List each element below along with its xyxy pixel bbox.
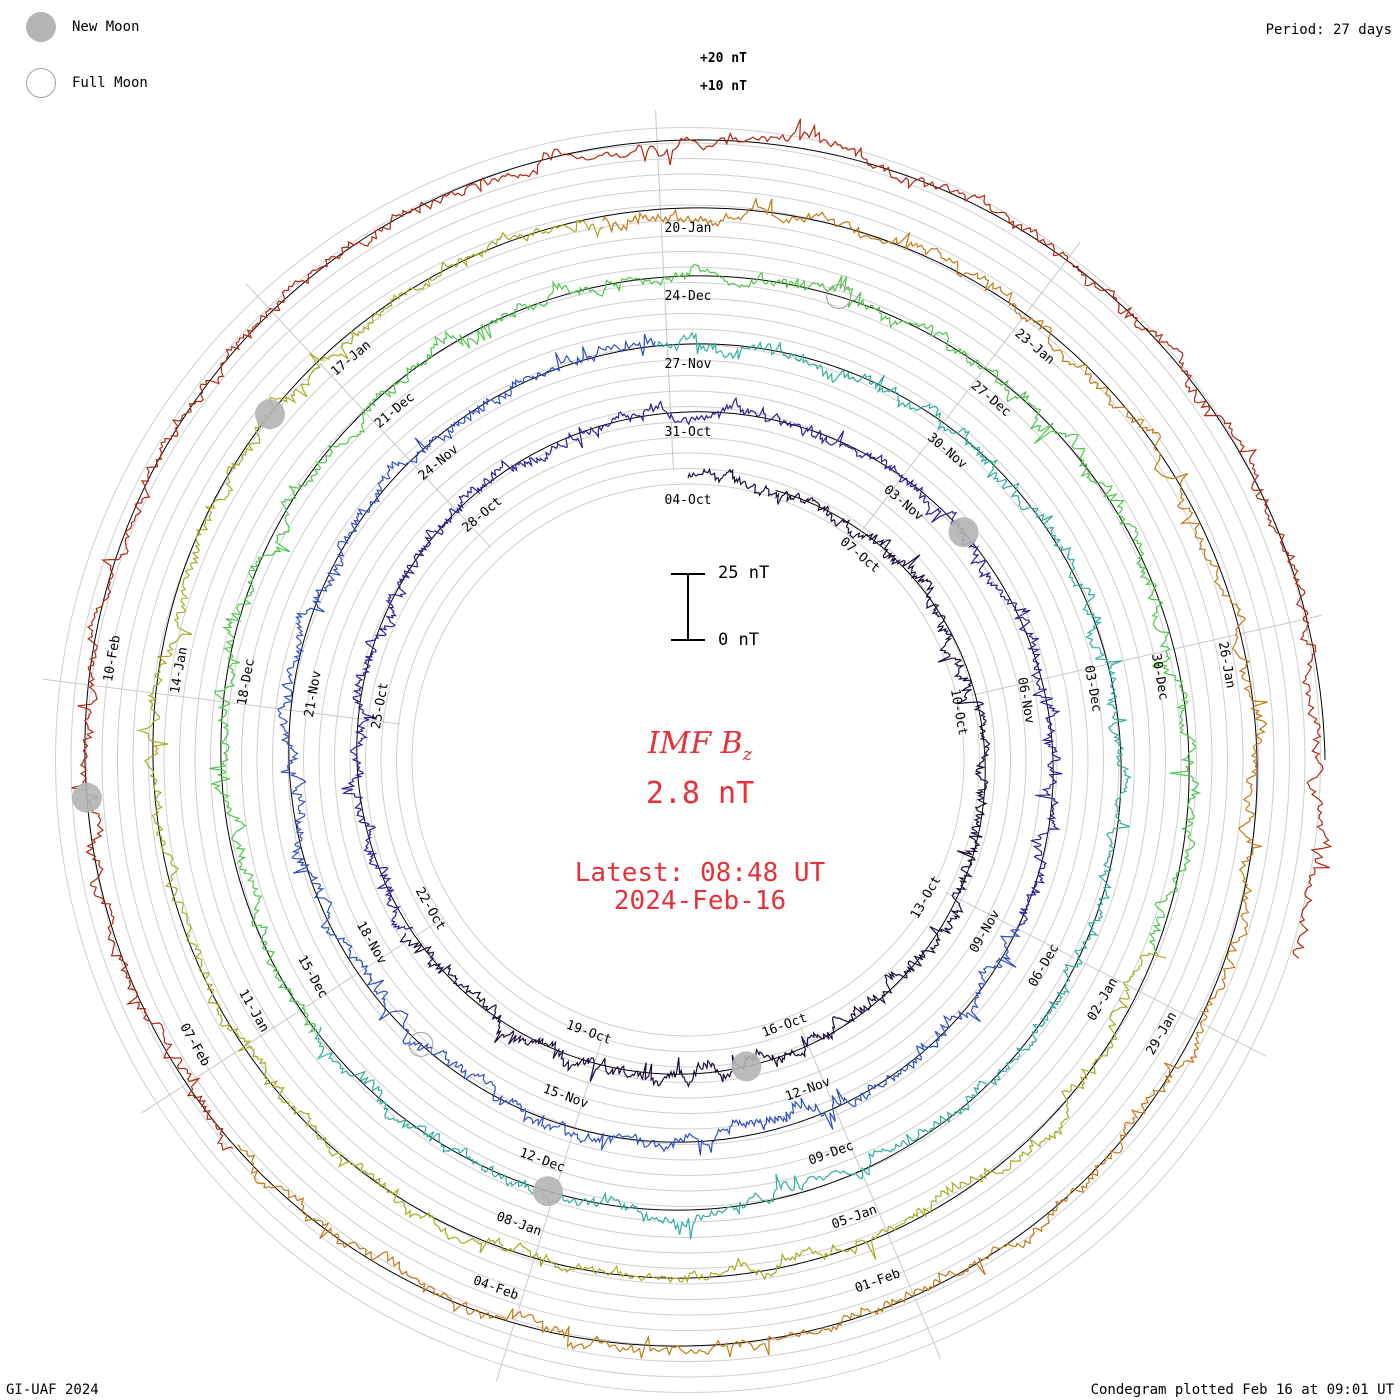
scale-bar	[671, 573, 705, 641]
date-tick-label: 24-Dec	[665, 289, 712, 304]
bz-trace-segment	[237, 196, 1268, 1359]
bz-trace-segment	[71, 118, 1333, 1151]
chart-title: IMF Bz	[0, 726, 1400, 765]
bz-trace-segment	[341, 396, 1063, 930]
day-spoke	[141, 916, 445, 1114]
day-spoke	[496, 1036, 604, 1382]
date-tick-label: 12-Nov	[783, 1074, 832, 1104]
legend-full-moon: Full Moon	[26, 68, 148, 98]
current-value: 2.8 nT	[645, 776, 755, 811]
date-tick-label: 09-Dec	[807, 1138, 856, 1168]
date-tick-label: 07-Oct	[837, 535, 883, 577]
legend-new-moon-label: New Moon	[72, 19, 140, 35]
legend-new-moon: New Moon	[26, 12, 139, 42]
new-moon-icon	[71, 782, 102, 813]
date-tick-label: 28-Oct	[460, 494, 506, 536]
grid-ring	[396, 468, 980, 1052]
legend-full-moon-label: Full Moon	[72, 75, 148, 91]
date-tick-label: 04-Feb	[471, 1273, 520, 1303]
outer-ring-label: +20 nT	[700, 51, 747, 66]
plotted-label: Condegram plotted Feb 16 at 09:01 UT	[1090, 1382, 1394, 1398]
date-tick-label: 11-Jan	[235, 987, 271, 1035]
date-tick-label: 15-Dec	[294, 953, 330, 1001]
grid-ring	[210, 282, 1166, 1238]
grid-ring	[241, 313, 1135, 1207]
scale-top-label: 25 nT	[718, 563, 770, 583]
day-spoke	[655, 110, 675, 471]
bz-trace-segment	[399, 467, 991, 1088]
grid-ring	[163, 235, 1213, 1285]
chart-title-sub: z	[742, 744, 753, 765]
bz-trace-segment	[209, 263, 1202, 1034]
day-spoke	[245, 283, 492, 548]
grid-ring	[70, 142, 1306, 1378]
date-tick-label: 26-Jan	[1215, 641, 1238, 690]
new-moon-icon	[948, 517, 979, 548]
grid-ring	[86, 158, 1290, 1362]
grid-ring	[303, 375, 1073, 1145]
moon-markers	[71, 284, 979, 1207]
grid-ring	[55, 127, 1321, 1393]
grid-ring	[334, 406, 1042, 1114]
grid-ring	[411, 483, 965, 1037]
day-spoke	[945, 891, 1267, 1057]
new-moon-icon	[255, 399, 285, 430]
date-tick-label: 15-Nov	[541, 1082, 590, 1112]
date-tick-label: 10-Feb	[101, 634, 124, 683]
date-tick-label: 27-Nov	[665, 357, 712, 372]
grid-ring	[179, 251, 1197, 1269]
new-moon-icon	[532, 1176, 563, 1207]
credit-label: GI-UAF 2024	[6, 1382, 99, 1398]
grid-ring	[148, 220, 1228, 1300]
date-tick-label: 31-Oct	[665, 425, 712, 440]
date-tick-label: 20-Jan	[665, 221, 712, 236]
date-tick-label: 29-Jan	[1144, 1009, 1180, 1057]
grid-ring	[117, 189, 1259, 1331]
full-moon-icon	[408, 1031, 434, 1057]
period-label: Period: 27 days	[1265, 22, 1392, 38]
full-moon-icon	[826, 284, 852, 309]
latest-date: 2024-Feb-16	[613, 886, 787, 916]
scale-bottom-label: 0 nT	[718, 630, 759, 650]
bz-trace-segment	[314, 331, 1132, 1240]
grid-ring	[380, 452, 996, 1068]
day-spoke	[42, 678, 401, 725]
grid-ring	[365, 437, 1011, 1083]
date-tick-label: 19-Oct	[564, 1018, 613, 1048]
bz-trace-segment	[277, 333, 1022, 1156]
date-tick-label: 12-Dec	[518, 1146, 567, 1176]
date-tick-label: 30-Nov	[924, 430, 970, 472]
new-moon-icon	[731, 1051, 762, 1082]
date-tick-label: 02-Jan	[1085, 975, 1121, 1023]
day-spoke	[970, 614, 1322, 696]
bz-traces	[71, 118, 1333, 1359]
outer-ring-labels: +20 nT +10 nT	[700, 51, 747, 94]
grid-ring	[132, 204, 1244, 1316]
date-tick-label: 21-Nov	[302, 669, 325, 718]
bz-trace-segment	[136, 219, 1167, 1284]
date-tick-label: 18-Dec	[235, 658, 258, 707]
date-tick-label: 04-Oct	[665, 493, 712, 508]
date-tick-label: 05-Jan	[830, 1202, 879, 1232]
full-moon-icon	[26, 68, 56, 98]
date-tick-label: 08-Jan	[494, 1209, 543, 1239]
date-tick-label: 07-Feb	[176, 1021, 213, 1069]
day-spoke	[800, 1027, 942, 1360]
chart-title-main: IMF B	[647, 726, 743, 761]
latest-time: Latest: 08:48 UT	[574, 858, 826, 888]
grid-ring	[287, 359, 1089, 1161]
new-moon-icon	[26, 12, 56, 42]
outer-ring-label: +10 nT	[700, 79, 747, 94]
